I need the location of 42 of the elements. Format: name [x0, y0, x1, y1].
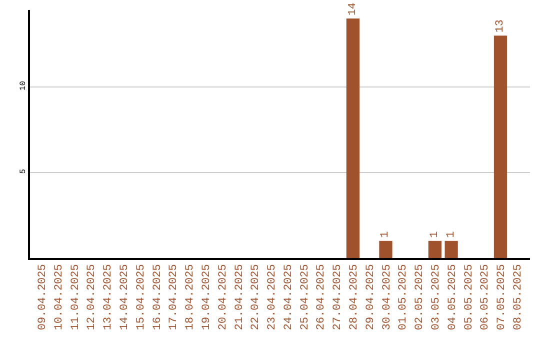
x-tick-label: 24.04.2025: [282, 264, 295, 330]
data-label: 1: [445, 230, 458, 238]
x-tick-label: 28.04.2025: [348, 264, 361, 330]
data-label: 1: [428, 230, 441, 238]
x-tick-label: 08.05.2025: [512, 264, 524, 330]
x-tick-label: 12.04.2025: [86, 264, 98, 330]
x-tick-label: 02.05.2025: [414, 264, 426, 330]
x-tick-label: 17.04.2025: [168, 264, 180, 330]
x-tick-label: 21.04.2025: [234, 264, 246, 330]
x-tick-label: 22.04.2025: [250, 264, 262, 330]
x-tick-label: 18.04.2025: [184, 264, 197, 330]
x-tick-label: 29.04.2025: [364, 264, 377, 330]
x-tick-label: 01.05.2025: [398, 264, 410, 330]
y-tick-label: 5: [19, 168, 28, 174]
bar: [428, 240, 442, 258]
x-tick-label: 27.04.2025: [332, 264, 344, 330]
x-tick-label: 20.04.2025: [217, 264, 230, 330]
x-tick-label: 13.04.2025: [102, 264, 115, 330]
x-tick-label: 30.04.2025: [381, 264, 394, 330]
x-tick-label: 14.04.2025: [119, 264, 132, 330]
data-label: 13: [494, 20, 506, 33]
x-tick-label: 05.05.2025: [463, 264, 476, 330]
bar: [494, 36, 508, 258]
x-tick-label: 15.04.2025: [135, 264, 148, 330]
x-tick-label: 03.05.2025: [430, 264, 442, 330]
x-tick-label: 23.04.2025: [266, 264, 279, 330]
bar: [379, 240, 392, 258]
x-tick-label: 10.04.2025: [53, 264, 66, 330]
x-tick-label: 04.05.2025: [446, 264, 459, 330]
bar: [346, 18, 360, 258]
x-tick-label: 11.04.2025: [70, 264, 82, 330]
x-tick-label: 07.05.2025: [496, 264, 508, 330]
x-tick-label: 06.05.2025: [480, 264, 492, 330]
data-label: 14: [346, 2, 359, 16]
x-tick-label: 19.04.2025: [200, 264, 213, 330]
x-tick-label: 09.04.2025: [37, 264, 50, 330]
bar: [444, 240, 458, 258]
x-tick-label: 16.04.2025: [152, 264, 164, 330]
x-tick-label: 26.04.2025: [316, 264, 328, 330]
data-label: 1: [380, 230, 392, 238]
x-tick-label: 25.04.2025: [299, 264, 312, 330]
y-tick-label: 10: [19, 80, 28, 91]
